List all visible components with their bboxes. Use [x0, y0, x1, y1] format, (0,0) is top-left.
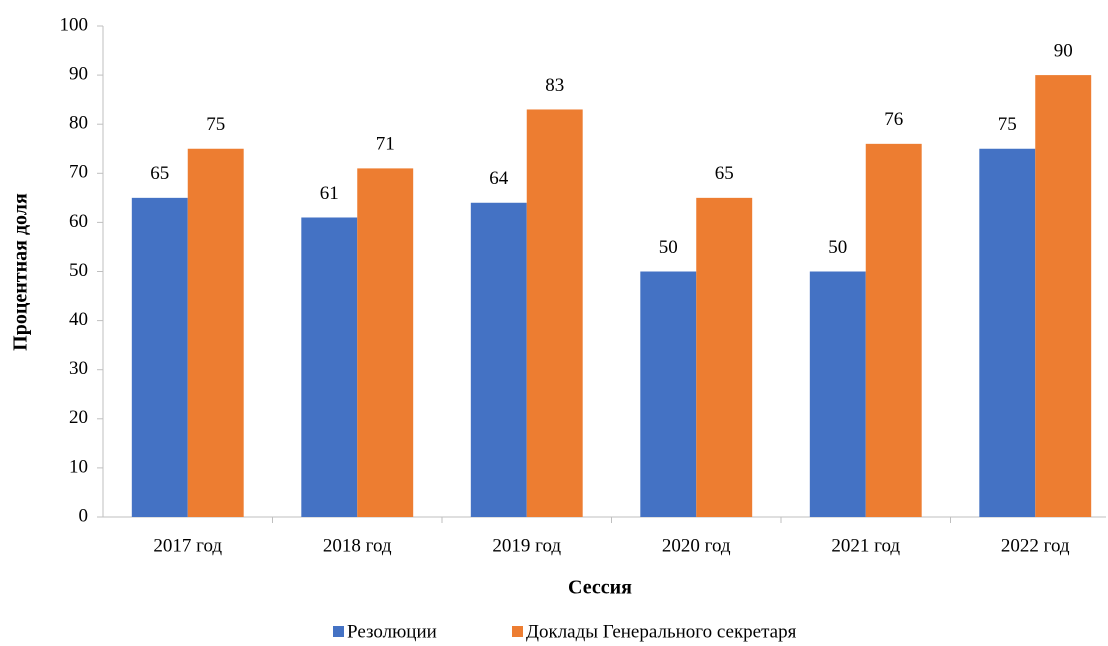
data-label: 61 — [320, 183, 339, 204]
x-tick-label: 2022 год — [1001, 535, 1070, 556]
data-label: 50 — [659, 237, 678, 258]
bar — [470, 202, 527, 517]
bar — [1035, 75, 1092, 517]
y-tick-label: 80 — [69, 113, 88, 134]
data-label: 75 — [998, 114, 1017, 135]
bar — [809, 271, 866, 517]
y-tick-label: 10 — [69, 456, 88, 477]
data-label: 76 — [884, 109, 903, 130]
data-label: 64 — [489, 168, 509, 189]
legend-swatch — [333, 626, 344, 637]
y-tick-label: 100 — [60, 14, 89, 35]
x-tick-label: 2017 год — [153, 535, 222, 556]
bar — [131, 197, 188, 517]
y-tick-label: 30 — [69, 358, 88, 379]
bar — [696, 197, 753, 517]
legend-label: Резолюции — [347, 621, 437, 642]
y-tick-label: 40 — [69, 309, 88, 330]
y-tick-label: 70 — [69, 162, 88, 183]
data-label: 65 — [150, 163, 169, 184]
y-tick-label: 0 — [79, 505, 89, 526]
y-axis-label: Процентная доля — [10, 193, 32, 351]
x-tick-label: 2018 год — [323, 535, 392, 556]
bar — [357, 168, 414, 517]
y-tick-label: 60 — [69, 211, 88, 232]
x-tick-label: 2021 год — [831, 535, 900, 556]
bar — [301, 217, 358, 518]
x-tick-label: 2019 год — [492, 535, 561, 556]
data-label: 83 — [545, 75, 564, 96]
data-label: 50 — [828, 237, 847, 258]
bar — [865, 143, 922, 517]
x-tick-label: 2020 год — [662, 535, 731, 556]
bar — [979, 148, 1036, 517]
data-label: 75 — [206, 114, 225, 135]
data-label: 65 — [715, 163, 734, 184]
x-axis-label: Сессия — [568, 577, 632, 599]
data-label: 71 — [376, 134, 395, 155]
bar — [640, 271, 697, 517]
bar — [187, 148, 244, 517]
legend-label: Доклады Генерального секретаря — [526, 621, 797, 642]
y-tick-label: 90 — [69, 63, 88, 84]
data-label: 90 — [1054, 40, 1073, 61]
bar — [526, 109, 583, 517]
legend-swatch — [512, 626, 523, 637]
y-tick-label: 50 — [69, 260, 88, 281]
y-tick-label: 20 — [69, 407, 88, 428]
